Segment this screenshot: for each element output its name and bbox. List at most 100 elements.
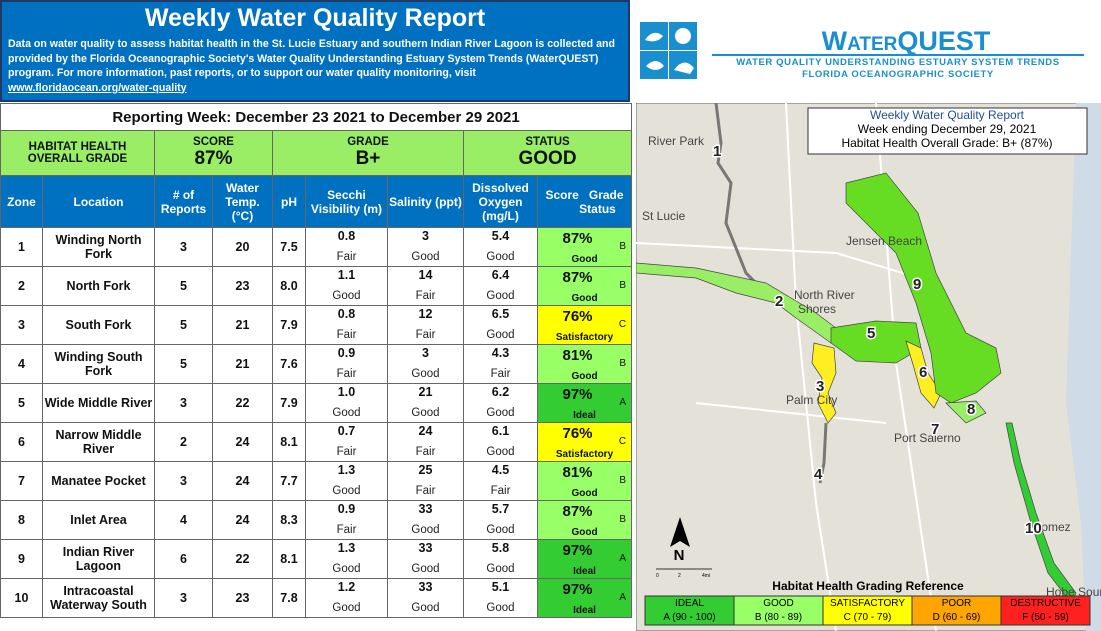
row-grade: C <box>618 436 627 447</box>
score-cell: 97% A Ideal <box>536 383 633 423</box>
secchi-pair: 1.3 Good <box>307 463 387 500</box>
description-text: Data on water quality to assess habitat … <box>8 38 615 79</box>
salinity-value: 25 <box>418 463 433 477</box>
salinity-cell: 3 Good <box>387 344 464 384</box>
legend-title: Weekly Water Quality Report <box>870 108 1025 122</box>
ph-cell: 7.6 <box>272 344 306 384</box>
oxygen-cell: 5.1 Good <box>463 578 538 618</box>
oxygen-pair: 5.7 Good <box>465 502 537 539</box>
salinity-cell: 33 Good <box>387 539 464 579</box>
secchi-rating: Good <box>332 602 361 614</box>
zone-label: 5 <box>867 325 875 342</box>
row-status: Good <box>571 488 598 499</box>
temp-cell: 24 <box>212 422 273 462</box>
salinity-pair: 33 Good <box>389 580 463 617</box>
oxygen-cell: 5.8 Good <box>463 539 538 579</box>
salinity-pair: 3 Good <box>389 229 463 266</box>
zone-cell: 3 <box>0 305 43 345</box>
zone-6 <box>905 340 942 409</box>
oxygen-cell: 4.5 Fair <box>463 461 538 501</box>
zone-8 <box>945 400 987 424</box>
oxygen-cell: 6.2 Good <box>463 383 538 423</box>
reports-cell: 2 <box>154 422 213 462</box>
header: Weekly Water Quality Report Data on wate… <box>0 0 630 102</box>
score-box: 97% A Ideal <box>539 580 631 617</box>
oxygen-cell: 6.5 Good <box>463 305 538 345</box>
reports-cell: 5 <box>154 344 213 384</box>
location-cell: North Fork <box>42 266 155 306</box>
zone-label: 4 <box>814 466 823 483</box>
place-label: North River <box>794 288 855 302</box>
location-cell: South Fork <box>42 305 155 345</box>
scale-label: 2 <box>678 573 681 579</box>
score-cell: 81% B Good <box>536 461 633 501</box>
logo-org: FLORIDA OCEANOGRAPHIC SOCIETY <box>802 69 994 80</box>
secchi-value: 0.7 <box>337 424 356 438</box>
column-header: Secchi Visibility (m) <box>305 175 388 228</box>
zone-label: 6 <box>919 364 927 381</box>
north-arrow: N 0 2 4mi <box>656 517 712 579</box>
temp-cell: 20 <box>212 227 273 267</box>
row-status: Good <box>571 527 598 538</box>
row-grade: A <box>619 553 627 564</box>
reference-swatch <box>911 595 1002 626</box>
score-box: 87% B Good <box>539 268 631 305</box>
salinity-cell: 14 Fair <box>387 266 464 306</box>
secchi-pair: 0.9 Fair <box>307 346 387 383</box>
summary-status-cell: STATUS GOOD <box>462 130 633 176</box>
ph-cell: 8.1 <box>272 539 306 579</box>
location-cell: Wide Middle River <box>42 383 155 423</box>
salinity-rating: Fair <box>415 446 436 458</box>
score-cell: 81% B Good <box>536 344 633 384</box>
table-row: 8 Inlet Area 4 24 8.3 0.9 Fair 33 Good 5.7 Good 87%… <box>0 500 633 540</box>
oxygen-cell: 6.4 Good <box>463 266 538 306</box>
zone-1-river <box>714 103 778 305</box>
salinity-pair: 33 Good <box>389 502 463 539</box>
column-header: Dissolved Oxygen (mg/L) <box>463 175 538 228</box>
secchi-value: 0.8 <box>337 229 356 243</box>
reports-cell: 3 <box>154 383 213 423</box>
link[interactable]: www.floridaocean.org/water-quality <box>8 81 187 94</box>
oxygen-cell: 5.7 Good <box>463 500 538 540</box>
oxygen-cell: 4.3 Fair <box>463 344 538 384</box>
temp-cell: 21 <box>212 305 273 345</box>
secchi-pair: 1.0 Good <box>307 385 387 422</box>
legend-week: Week ending December 29, 2021 <box>858 122 1037 136</box>
zone-3 <box>811 342 837 424</box>
oxygen-value: 6.5 <box>491 307 510 321</box>
zone-cell: 7 <box>0 461 43 501</box>
ph-cell: 7.5 <box>272 227 306 267</box>
row-score: 76% <box>562 308 593 325</box>
title: Weekly Water Quality Report <box>144 4 486 32</box>
score-cell: 87% B Good <box>536 227 633 267</box>
salinity-pair: 21 Good <box>389 385 463 422</box>
ph-cell: 8.3 <box>272 500 306 540</box>
secchi-rating: Good <box>332 407 361 419</box>
salinity-rating: Good <box>411 563 440 575</box>
zone-cell: 6 <box>0 422 43 462</box>
row-grade: A <box>619 592 627 603</box>
oxygen-rating: Good <box>486 563 515 575</box>
location-cell: Inlet Area <box>42 500 155 540</box>
zone-9 <box>845 172 1002 404</box>
oxygen-value: 6.2 <box>491 385 510 399</box>
oxygen-pair: 5.1 Good <box>465 580 537 617</box>
reference-name: POOR <box>942 598 971 609</box>
salinity-value: 33 <box>418 541 433 555</box>
map: Weekly Water Quality Report Week ending … <box>636 103 1101 631</box>
score-box: 97% A Ideal <box>539 385 631 422</box>
table-row: 4 Winding South Fork 5 21 7.6 0.9 Fair 3 Good 4.3… <box>0 344 633 384</box>
oxygen-value: 4.3 <box>491 346 510 360</box>
place-labels: River Park St Lucie Jensen Beach North Rive… <box>642 134 1101 599</box>
secchi-value: 0.9 <box>337 346 356 360</box>
row-score: 97% <box>562 542 593 559</box>
scale-label: 4mi <box>702 573 710 579</box>
zone-cell: 10 <box>0 578 43 618</box>
temp-cell: 21 <box>212 344 273 384</box>
zone-cell: 1 <box>0 227 43 267</box>
location-cell: Winding South Fork <box>42 344 155 384</box>
oxygen-rating: Good <box>486 446 515 458</box>
oxygen-rating: Fair <box>490 485 511 497</box>
place-label: River Park <box>648 134 705 148</box>
secchi-pair: 0.7 Fair <box>307 424 387 461</box>
